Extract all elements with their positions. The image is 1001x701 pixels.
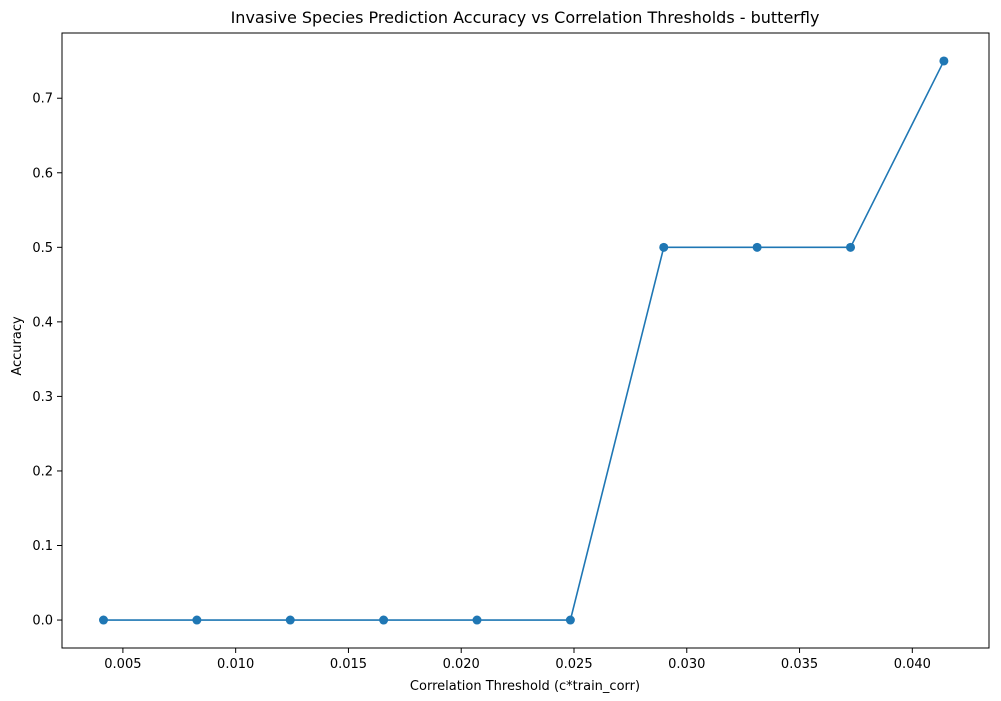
data-point xyxy=(285,615,295,625)
x-tick-label: 0.035 xyxy=(781,657,818,672)
x-tick-label: 0.030 xyxy=(668,657,705,672)
chart-title: Invasive Species Prediction Accuracy vs … xyxy=(231,8,820,27)
data-point xyxy=(192,615,202,625)
x-tick-label: 0.015 xyxy=(330,657,367,672)
x-axis-ticks: 0.005 0.010 0.015 0.020 0.025 0.030 0.035 0.040 xyxy=(104,648,931,672)
y-tick-label: 0.5 xyxy=(32,241,53,256)
y-axis-ticks: 0.0 0.1 0.2 0.3 0.4 0.5 0.6 0.7 xyxy=(32,92,62,629)
series-line xyxy=(103,60,945,621)
x-tick-label: 0.005 xyxy=(104,657,141,672)
data-point xyxy=(846,242,856,252)
x-tick-label: 0.040 xyxy=(894,657,931,672)
x-tick-label: 0.025 xyxy=(555,657,592,672)
data-point xyxy=(752,242,762,252)
data-point xyxy=(939,56,949,66)
data-point xyxy=(379,615,389,625)
y-tick-label: 0.0 xyxy=(32,614,53,629)
data-point xyxy=(565,615,575,625)
y-tick-label: 0.2 xyxy=(32,464,53,479)
x-axis-label: Correlation Threshold (c*train_corr) xyxy=(410,679,640,694)
plot-frame xyxy=(61,32,990,649)
data-point xyxy=(659,242,669,252)
x-tick-label: 0.010 xyxy=(217,657,254,672)
data-point xyxy=(99,615,109,625)
x-tick-label: 0.020 xyxy=(443,657,480,672)
y-tick-label: 0.1 xyxy=(32,539,53,554)
y-tick-label: 0.4 xyxy=(32,315,53,330)
data-point xyxy=(472,615,482,625)
y-tick-label: 0.7 xyxy=(32,92,53,107)
y-tick-label: 0.6 xyxy=(32,166,53,181)
y-axis-label: Accuracy xyxy=(10,316,25,376)
series-layer xyxy=(99,56,949,625)
y-tick-label: 0.3 xyxy=(32,390,53,405)
